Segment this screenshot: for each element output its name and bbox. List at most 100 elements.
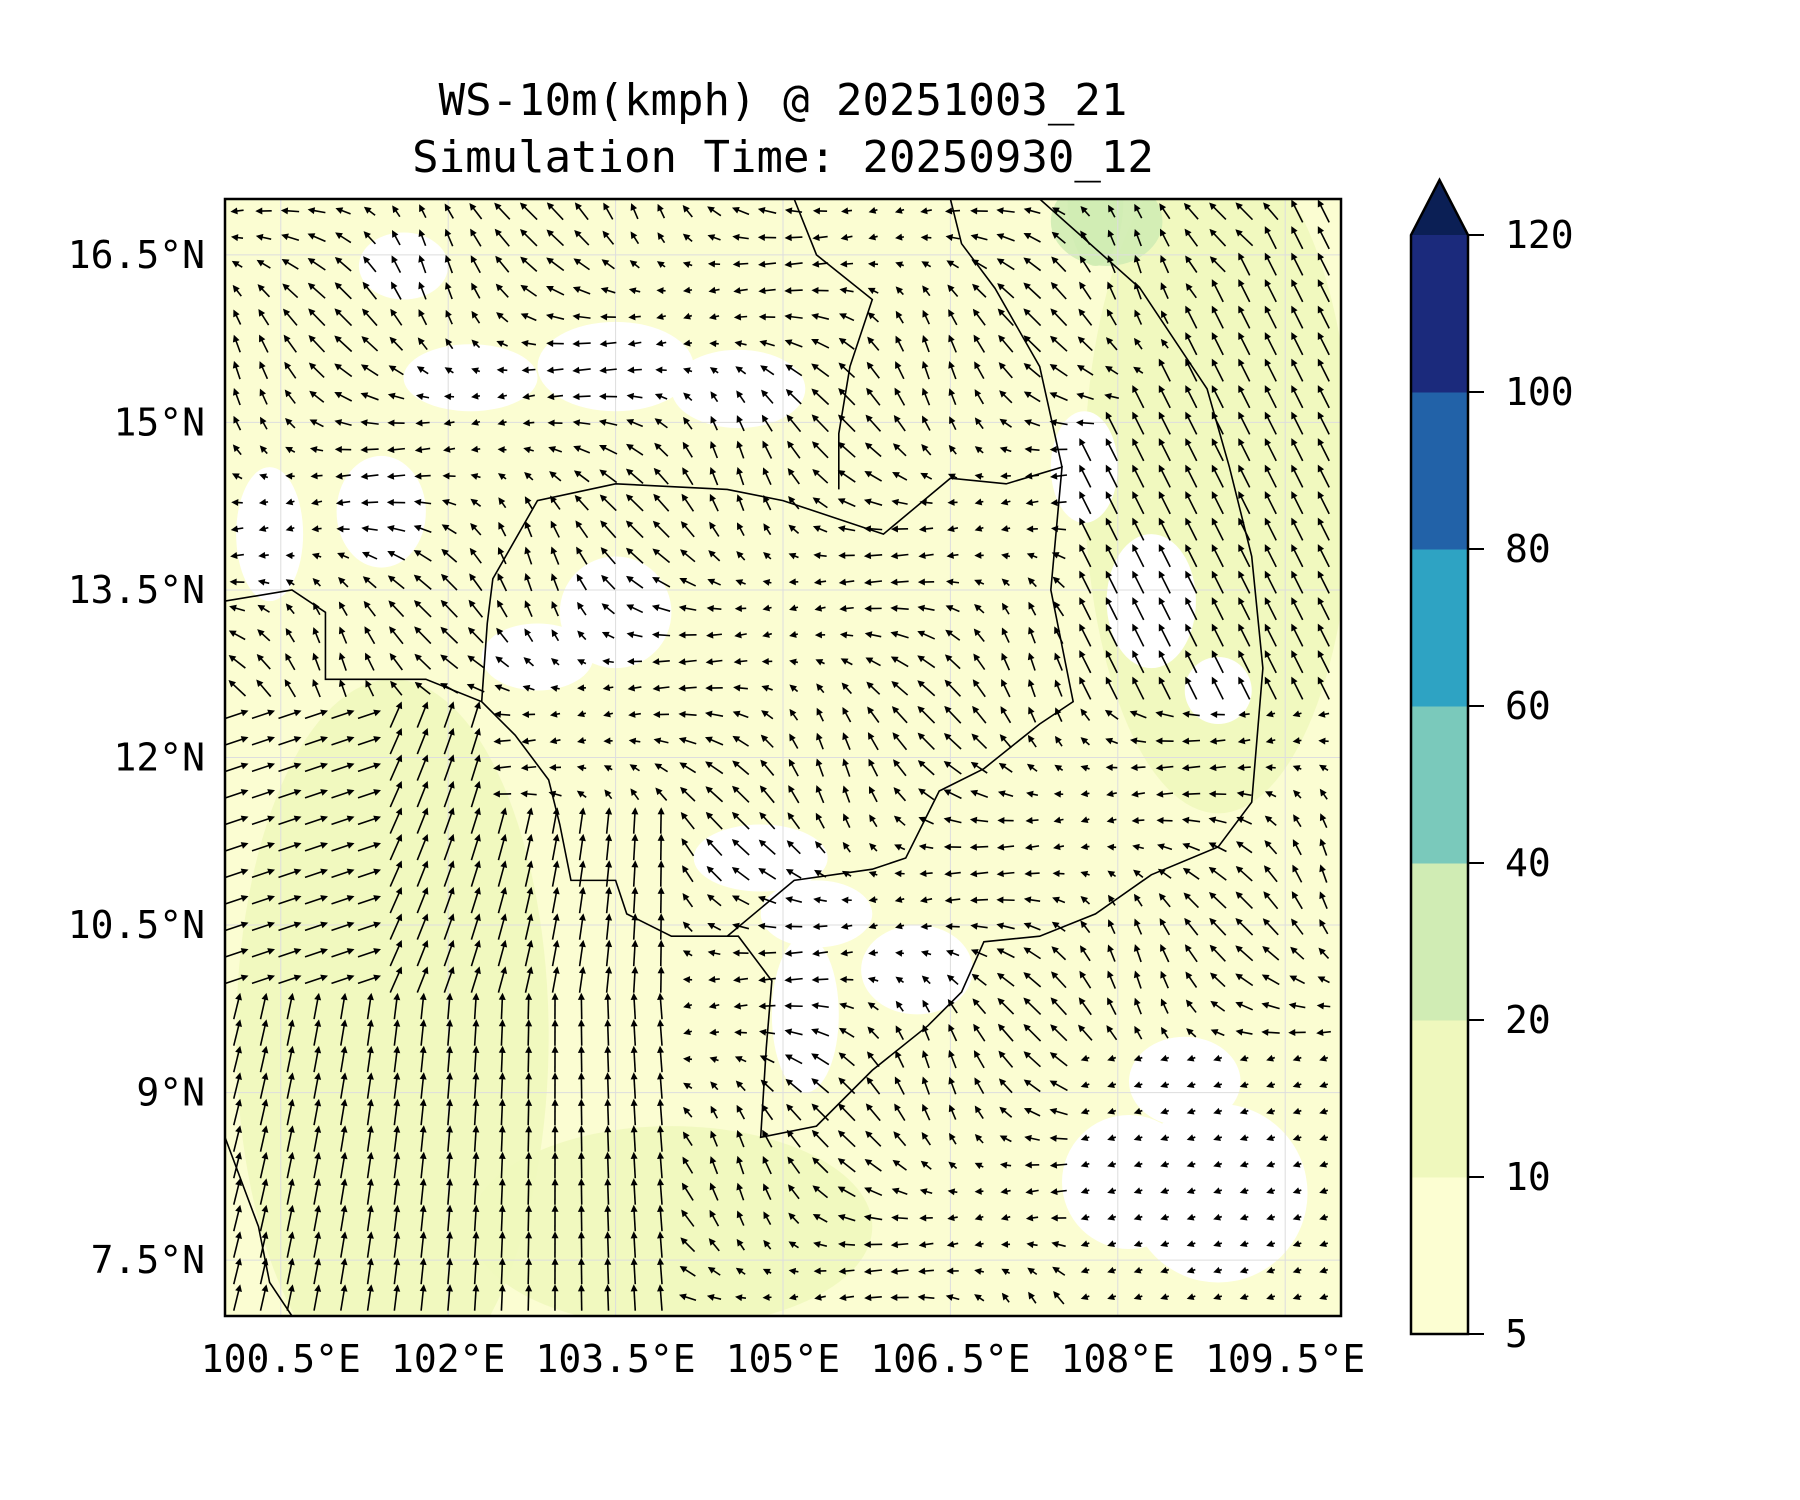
wind-arrow-head bbox=[841, 896, 849, 904]
wind-arrow bbox=[304, 921, 328, 932]
wind-arrow bbox=[736, 1129, 745, 1148]
wind-arrow bbox=[225, 868, 249, 879]
wind-arrow bbox=[1023, 207, 1041, 215]
wind-arrow-shaft bbox=[605, 206, 614, 220]
wind-arrow-head bbox=[285, 418, 293, 426]
wind-arrow-shaft bbox=[1319, 203, 1330, 223]
wind-arrow bbox=[471, 282, 481, 299]
wind-arrow-shaft bbox=[1108, 285, 1117, 300]
wind-arrow bbox=[894, 1103, 906, 1121]
wind-arrow-shaft bbox=[232, 1103, 240, 1126]
wind-arrow-head bbox=[946, 260, 955, 267]
wind-arrow-head bbox=[814, 604, 823, 612]
wind-arrow-head bbox=[683, 286, 691, 294]
wind-arrow bbox=[357, 842, 381, 852]
wind-arrow-head bbox=[1235, 1028, 1244, 1036]
wind-arrow bbox=[682, 1131, 693, 1146]
wind-arrow-shaft bbox=[1162, 975, 1169, 989]
wind-arrow-shaft bbox=[1213, 818, 1227, 824]
wind-arrow bbox=[520, 229, 538, 247]
wind-arrow-shaft bbox=[1239, 1003, 1253, 1011]
wind-arrow-head bbox=[604, 1045, 612, 1053]
wind-arrow bbox=[788, 758, 799, 777]
wind-arrow-head bbox=[627, 366, 635, 374]
wind-arrow-head bbox=[1319, 1187, 1327, 1195]
wind-arrow-head bbox=[997, 308, 1005, 317]
wind-arrow bbox=[683, 1028, 693, 1036]
wind-arrow-head bbox=[577, 1072, 585, 1080]
wind-arrow bbox=[652, 658, 670, 666]
wind-arrow bbox=[814, 604, 826, 612]
wind-arrow-head bbox=[945, 578, 954, 586]
wind-arrow-head bbox=[678, 604, 687, 612]
wind-arrow-shaft bbox=[1133, 574, 1145, 594]
wind-arrow-shaft bbox=[1266, 256, 1277, 276]
wind-arrow-shaft bbox=[286, 1130, 293, 1152]
wind-arrow-head bbox=[917, 655, 925, 663]
wind-arrow-shaft bbox=[1239, 574, 1251, 594]
wind-arrow bbox=[626, 631, 643, 639]
wind-arrow-head bbox=[1023, 997, 1031, 1005]
wind-arrow-shaft bbox=[896, 1054, 905, 1068]
wind-arrow-head bbox=[895, 233, 903, 241]
wind-arrow-shaft bbox=[393, 1236, 398, 1258]
wind-arrow-head bbox=[1264, 840, 1272, 848]
wind-arrow-head bbox=[682, 865, 689, 873]
wind-arrow-shaft bbox=[313, 1209, 319, 1232]
wind-arrow-head bbox=[472, 1019, 480, 1027]
wind-arrow-shaft bbox=[1319, 256, 1330, 276]
wind-arrow-head bbox=[786, 1129, 794, 1138]
wind-arrow-head bbox=[1235, 202, 1243, 210]
wind-arrow-head bbox=[626, 604, 635, 611]
wind-arrow bbox=[1001, 679, 1011, 698]
wind-arrow bbox=[1291, 464, 1304, 488]
wind-arrow-head bbox=[736, 1210, 744, 1219]
wind-arrow-head bbox=[842, 758, 849, 767]
wind-arrow-head bbox=[240, 895, 249, 902]
wind-arrow-head bbox=[784, 207, 793, 215]
wind-arrow bbox=[524, 600, 533, 618]
wind-arrow bbox=[837, 1158, 856, 1173]
wind-arrow-head bbox=[261, 1072, 269, 1080]
wind-arrow bbox=[340, 1125, 348, 1152]
wind-arrow bbox=[895, 1000, 904, 1012]
wind-arrow-head bbox=[414, 681, 423, 689]
wind-arrow-shaft bbox=[392, 367, 404, 376]
wind-arrow bbox=[366, 1178, 374, 1205]
wind-arrow bbox=[225, 789, 249, 799]
wind-arrow bbox=[1000, 1214, 1011, 1221]
wind-arrow-head bbox=[970, 761, 979, 769]
wind-arrow bbox=[706, 838, 723, 857]
wind-arrow bbox=[1319, 1054, 1329, 1062]
wind-arrow-head bbox=[895, 335, 902, 344]
wind-arrow bbox=[308, 335, 326, 353]
wind-arrow-shaft bbox=[606, 1156, 610, 1179]
wind-arrow-head bbox=[287, 1151, 295, 1160]
wind-arrow bbox=[867, 732, 879, 751]
wind-arrow-head bbox=[757, 895, 766, 903]
wind-arrow bbox=[340, 1231, 348, 1258]
wind-arrow bbox=[470, 860, 481, 887]
wind-arrow bbox=[943, 843, 962, 851]
wind-arrow-head bbox=[758, 839, 767, 847]
wind-arrow-head bbox=[240, 709, 249, 717]
wind-arrow-shaft bbox=[497, 811, 506, 834]
wind-arrow-shaft bbox=[1107, 548, 1118, 568]
wind-arrow bbox=[895, 335, 905, 352]
wind-arrow-head bbox=[709, 1056, 718, 1064]
wind-arrow bbox=[1054, 679, 1063, 697]
wind-arrow bbox=[360, 446, 379, 454]
wind-arrow bbox=[524, 966, 534, 993]
wind-arrow-head bbox=[1186, 1213, 1195, 1221]
wind-arrow-head bbox=[1054, 735, 1062, 744]
wind-arrow bbox=[1026, 552, 1038, 560]
wind-arrow-shaft bbox=[1267, 843, 1278, 855]
wind-arrow-head bbox=[653, 737, 662, 745]
wind-arrow-head bbox=[890, 578, 898, 586]
wind-arrow bbox=[683, 1106, 693, 1118]
wind-arrow bbox=[228, 679, 247, 697]
wind-arrow-head bbox=[395, 913, 403, 922]
wind-arrow-head bbox=[1105, 650, 1113, 658]
wind-arrow-shaft bbox=[738, 1160, 745, 1175]
wind-arrow-head bbox=[546, 286, 554, 293]
